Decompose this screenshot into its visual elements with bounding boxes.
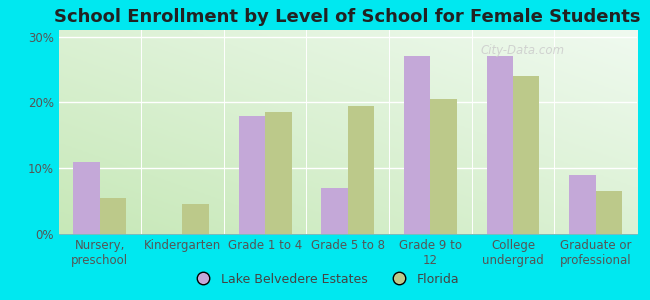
Bar [73,162,100,234]
Bar [183,204,209,234]
Bar [100,198,126,234]
Bar [239,116,265,234]
Legend: Lake Belvedere Estates, Florida: Lake Belvedere Estates, Florida [186,268,464,291]
Text: City-Data.com: City-Data.com [481,44,565,58]
Bar [569,175,595,234]
Bar [348,106,374,234]
Bar [430,99,457,234]
Bar [595,191,622,234]
Bar [404,56,430,234]
Bar [265,112,292,234]
Bar [321,188,348,234]
Bar [487,56,513,234]
Title: School Enrollment by Level of School for Female Students: School Enrollment by Level of School for… [55,8,641,26]
Bar [513,76,540,234]
